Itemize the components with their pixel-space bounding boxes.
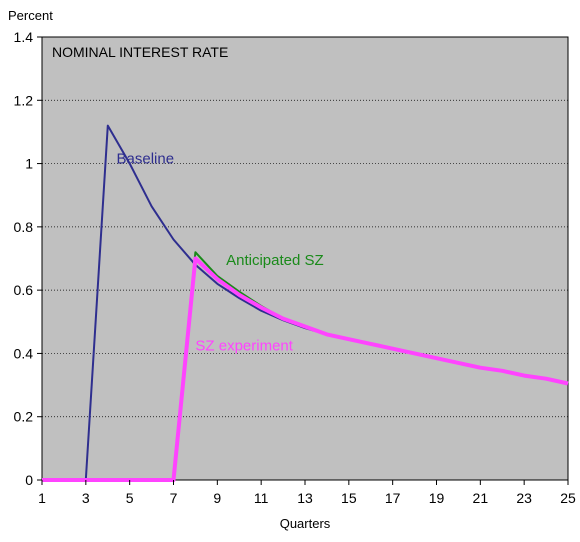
chart-title: NOMINAL INTEREST RATE — [52, 44, 228, 60]
x-tick-label-8: 17 — [385, 490, 401, 506]
y-tick-labels: 0 0.2 0.4 0.6 0.8 1 1.2 1.4 — [14, 29, 34, 488]
y-tick-label-2: 0.4 — [14, 345, 34, 361]
series-label-anticipated-sz: Anticipated SZ — [226, 252, 324, 269]
gridlines — [42, 99, 568, 418]
x-tick-label-10: 21 — [473, 490, 489, 506]
x-tick-label-7: 15 — [341, 490, 357, 506]
x-axis-title: Quarters — [280, 516, 331, 531]
y-tick-label-5: 1 — [25, 156, 33, 172]
x-tick-label-2: 5 — [126, 490, 134, 506]
series-label-sz-experiment: SZ experiment — [195, 337, 293, 354]
plot-area — [41, 36, 569, 481]
y-tick-label-1: 0.2 — [14, 409, 34, 425]
x-tick-label-4: 9 — [213, 490, 221, 506]
x-tick-label-9: 19 — [429, 490, 445, 506]
y-axis-title: Percent — [8, 8, 53, 23]
y-tick-label-7: 1.4 — [14, 29, 34, 45]
x-tick-label-0: 1 — [38, 490, 46, 506]
x-tick-label-6: 13 — [297, 490, 313, 506]
x-tick-label-12: 25 — [560, 490, 576, 506]
series-labels: Baseline Anticipated SZ SZ experiment — [117, 151, 324, 355]
x-tick-labels: 1 3 5 7 9 11 13 15 17 19 21 23 25 — [38, 490, 576, 506]
series-label-baseline: Baseline — [117, 151, 175, 168]
y-tick-label-3: 0.6 — [14, 282, 34, 298]
x-tick-label-11: 23 — [516, 490, 532, 506]
y-tick-label-6: 1.2 — [14, 92, 34, 108]
x-tick-label-1: 3 — [82, 490, 90, 506]
y-tick-label-4: 0.8 — [14, 219, 34, 235]
axes — [37, 36, 569, 485]
y-tick-label-0: 0 — [25, 472, 33, 488]
x-tick-label-3: 7 — [170, 490, 178, 506]
x-tick-label-5: 11 — [254, 490, 269, 506]
